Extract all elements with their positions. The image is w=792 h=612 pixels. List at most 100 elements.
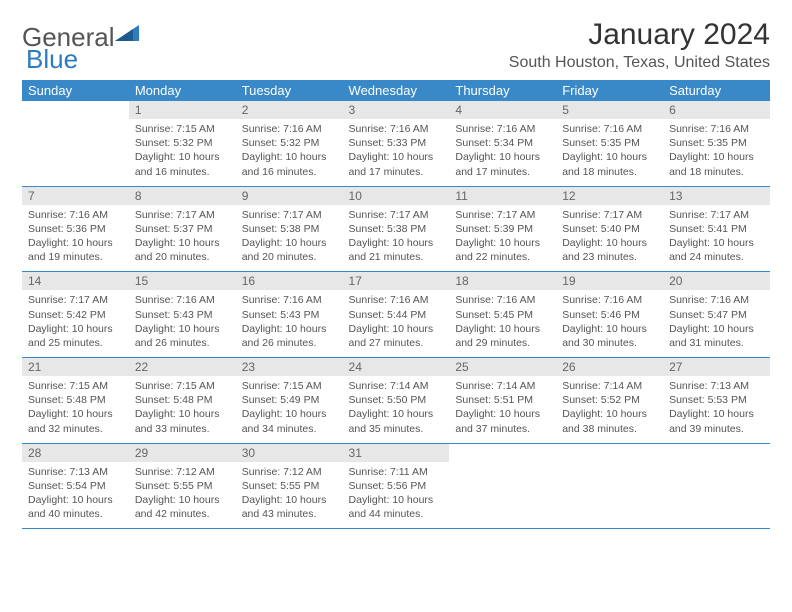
- calendar-day-cell: 10Sunrise: 7:17 AMSunset: 5:38 PMDayligh…: [343, 186, 450, 272]
- day-info: Sunrise: 7:16 AMSunset: 5:36 PMDaylight:…: [22, 205, 129, 272]
- day-info: Sunrise: 7:15 AMSunset: 5:49 PMDaylight:…: [236, 376, 343, 443]
- day-number: 4: [449, 101, 556, 119]
- calendar-day-cell: 8Sunrise: 7:17 AMSunset: 5:37 PMDaylight…: [129, 186, 236, 272]
- day-header: Sunday: [22, 80, 129, 101]
- day-header: Friday: [556, 80, 663, 101]
- day-info: Sunrise: 7:16 AMSunset: 5:35 PMDaylight:…: [556, 119, 663, 186]
- day-info: Sunrise: 7:17 AMSunset: 5:39 PMDaylight:…: [449, 205, 556, 272]
- day-number: 6: [663, 101, 770, 119]
- calendar-week-row: 14Sunrise: 7:17 AMSunset: 5:42 PMDayligh…: [22, 272, 770, 358]
- calendar-day-cell: 24Sunrise: 7:14 AMSunset: 5:50 PMDayligh…: [343, 358, 450, 444]
- day-header: Saturday: [663, 80, 770, 101]
- day-info: Sunrise: 7:12 AMSunset: 5:55 PMDaylight:…: [236, 462, 343, 529]
- day-number: 27: [663, 358, 770, 376]
- day-number: 16: [236, 272, 343, 290]
- day-number: 3: [343, 101, 450, 119]
- calendar-day-cell: 18Sunrise: 7:16 AMSunset: 5:45 PMDayligh…: [449, 272, 556, 358]
- calendar-day-cell: 30Sunrise: 7:12 AMSunset: 5:55 PMDayligh…: [236, 443, 343, 529]
- calendar-day-cell: [556, 443, 663, 529]
- calendar-day-cell: 12Sunrise: 7:17 AMSunset: 5:40 PMDayligh…: [556, 186, 663, 272]
- day-number: 17: [343, 272, 450, 290]
- location: South Houston, Texas, United States: [509, 54, 770, 72]
- logo-triangle-icon: [115, 23, 141, 48]
- day-info: Sunrise: 7:16 AMSunset: 5:32 PMDaylight:…: [236, 119, 343, 186]
- day-info: Sunrise: 7:13 AMSunset: 5:53 PMDaylight:…: [663, 376, 770, 443]
- day-info: Sunrise: 7:16 AMSunset: 5:47 PMDaylight:…: [663, 290, 770, 357]
- calendar-day-cell: 28Sunrise: 7:13 AMSunset: 5:54 PMDayligh…: [22, 443, 129, 529]
- day-header: Thursday: [449, 80, 556, 101]
- day-number: 15: [129, 272, 236, 290]
- calendar-table: SundayMondayTuesdayWednesdayThursdayFrid…: [22, 80, 770, 529]
- day-number: 10: [343, 187, 450, 205]
- day-number: 29: [129, 444, 236, 462]
- day-info: Sunrise: 7:16 AMSunset: 5:33 PMDaylight:…: [343, 119, 450, 186]
- day-number: 13: [663, 187, 770, 205]
- day-header: Monday: [129, 80, 236, 101]
- calendar-day-cell: 19Sunrise: 7:16 AMSunset: 5:46 PMDayligh…: [556, 272, 663, 358]
- day-info: Sunrise: 7:17 AMSunset: 5:38 PMDaylight:…: [236, 205, 343, 272]
- day-info: Sunrise: 7:13 AMSunset: 5:54 PMDaylight:…: [22, 462, 129, 529]
- day-number: 11: [449, 187, 556, 205]
- day-number: 18: [449, 272, 556, 290]
- day-header: Wednesday: [343, 80, 450, 101]
- calendar-day-cell: 17Sunrise: 7:16 AMSunset: 5:44 PMDayligh…: [343, 272, 450, 358]
- calendar-day-cell: 25Sunrise: 7:14 AMSunset: 5:51 PMDayligh…: [449, 358, 556, 444]
- calendar-day-cell: [449, 443, 556, 529]
- day-number: 25: [449, 358, 556, 376]
- calendar-day-cell: 7Sunrise: 7:16 AMSunset: 5:36 PMDaylight…: [22, 186, 129, 272]
- calendar-day-cell: 31Sunrise: 7:11 AMSunset: 5:56 PMDayligh…: [343, 443, 450, 529]
- day-info: Sunrise: 7:11 AMSunset: 5:56 PMDaylight:…: [343, 462, 450, 529]
- calendar-day-cell: 13Sunrise: 7:17 AMSunset: 5:41 PMDayligh…: [663, 186, 770, 272]
- calendar-day-cell: 9Sunrise: 7:17 AMSunset: 5:38 PMDaylight…: [236, 186, 343, 272]
- calendar-day-cell: 3Sunrise: 7:16 AMSunset: 5:33 PMDaylight…: [343, 101, 450, 186]
- day-number: 21: [22, 358, 129, 376]
- day-number: 5: [556, 101, 663, 119]
- day-number: 20: [663, 272, 770, 290]
- calendar-day-cell: 23Sunrise: 7:15 AMSunset: 5:49 PMDayligh…: [236, 358, 343, 444]
- calendar-week-row: 1Sunrise: 7:15 AMSunset: 5:32 PMDaylight…: [22, 101, 770, 186]
- calendar-week-row: 7Sunrise: 7:16 AMSunset: 5:36 PMDaylight…: [22, 186, 770, 272]
- day-number: 8: [129, 187, 236, 205]
- day-info: Sunrise: 7:15 AMSunset: 5:32 PMDaylight:…: [129, 119, 236, 186]
- day-number: 9: [236, 187, 343, 205]
- day-number: 23: [236, 358, 343, 376]
- calendar-day-cell: 20Sunrise: 7:16 AMSunset: 5:47 PMDayligh…: [663, 272, 770, 358]
- calendar-day-cell: 11Sunrise: 7:17 AMSunset: 5:39 PMDayligh…: [449, 186, 556, 272]
- day-number: 24: [343, 358, 450, 376]
- calendar-day-cell: 16Sunrise: 7:16 AMSunset: 5:43 PMDayligh…: [236, 272, 343, 358]
- day-number: 28: [22, 444, 129, 462]
- calendar-day-cell: 14Sunrise: 7:17 AMSunset: 5:42 PMDayligh…: [22, 272, 129, 358]
- month-title: January 2024: [509, 18, 770, 52]
- calendar-day-cell: 6Sunrise: 7:16 AMSunset: 5:35 PMDaylight…: [663, 101, 770, 186]
- calendar-body: 1Sunrise: 7:15 AMSunset: 5:32 PMDaylight…: [22, 101, 770, 529]
- calendar-day-cell: 29Sunrise: 7:12 AMSunset: 5:55 PMDayligh…: [129, 443, 236, 529]
- day-info: Sunrise: 7:17 AMSunset: 5:42 PMDaylight:…: [22, 290, 129, 357]
- day-info: Sunrise: 7:16 AMSunset: 5:44 PMDaylight:…: [343, 290, 450, 357]
- calendar-day-cell: 26Sunrise: 7:14 AMSunset: 5:52 PMDayligh…: [556, 358, 663, 444]
- calendar-day-cell: 5Sunrise: 7:16 AMSunset: 5:35 PMDaylight…: [556, 101, 663, 186]
- day-number: 30: [236, 444, 343, 462]
- calendar-header-row: SundayMondayTuesdayWednesdayThursdayFrid…: [22, 80, 770, 101]
- calendar-day-cell: 4Sunrise: 7:16 AMSunset: 5:34 PMDaylight…: [449, 101, 556, 186]
- calendar-day-cell: 1Sunrise: 7:15 AMSunset: 5:32 PMDaylight…: [129, 101, 236, 186]
- title-block: January 2024 South Houston, Texas, Unite…: [509, 18, 770, 72]
- day-number: 19: [556, 272, 663, 290]
- day-number: 1: [129, 101, 236, 119]
- calendar-week-row: 28Sunrise: 7:13 AMSunset: 5:54 PMDayligh…: [22, 443, 770, 529]
- calendar-day-cell: 22Sunrise: 7:15 AMSunset: 5:48 PMDayligh…: [129, 358, 236, 444]
- day-info: Sunrise: 7:14 AMSunset: 5:52 PMDaylight:…: [556, 376, 663, 443]
- calendar-week-row: 21Sunrise: 7:15 AMSunset: 5:48 PMDayligh…: [22, 358, 770, 444]
- day-info: Sunrise: 7:12 AMSunset: 5:55 PMDaylight:…: [129, 462, 236, 529]
- day-info: Sunrise: 7:16 AMSunset: 5:45 PMDaylight:…: [449, 290, 556, 357]
- day-info: Sunrise: 7:16 AMSunset: 5:43 PMDaylight:…: [236, 290, 343, 357]
- day-number: 12: [556, 187, 663, 205]
- day-number: 2: [236, 101, 343, 119]
- day-info: Sunrise: 7:16 AMSunset: 5:35 PMDaylight:…: [663, 119, 770, 186]
- day-info: Sunrise: 7:15 AMSunset: 5:48 PMDaylight:…: [22, 376, 129, 443]
- day-number: 26: [556, 358, 663, 376]
- calendar-day-cell: [22, 101, 129, 186]
- day-info: Sunrise: 7:16 AMSunset: 5:46 PMDaylight:…: [556, 290, 663, 357]
- day-info: Sunrise: 7:16 AMSunset: 5:43 PMDaylight:…: [129, 290, 236, 357]
- calendar-day-cell: 21Sunrise: 7:15 AMSunset: 5:48 PMDayligh…: [22, 358, 129, 444]
- header: General January 2024 South Houston, Texa…: [22, 18, 770, 72]
